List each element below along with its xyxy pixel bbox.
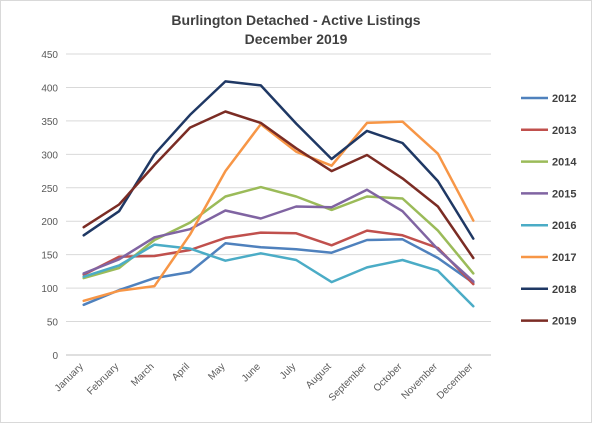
series-line-2019 bbox=[82, 110, 475, 260]
x-tick-label: February bbox=[85, 361, 121, 397]
legend-label-2016: 2016 bbox=[552, 220, 576, 232]
y-tick-label: 400 bbox=[41, 83, 58, 94]
x-tick-label: November bbox=[400, 361, 441, 402]
y-tick-label: 200 bbox=[41, 217, 58, 228]
legend-label-2017: 2017 bbox=[552, 252, 576, 264]
series-line-2012 bbox=[82, 238, 475, 307]
y-tick-label: 50 bbox=[47, 318, 59, 329]
x-tick-label: August bbox=[304, 361, 334, 391]
y-tick-label: 350 bbox=[41, 117, 58, 128]
y-tick-label: 150 bbox=[41, 251, 58, 262]
x-axis: January February March April May June July Augu… bbox=[53, 361, 476, 404]
series-line-2014 bbox=[82, 185, 475, 280]
legend: 2012 2013 2014 2015 2016 2017 2018 2019 bbox=[521, 93, 577, 328]
x-tick-label: May bbox=[206, 361, 227, 382]
x-tick-label: October bbox=[372, 361, 405, 394]
x-tick-label: September bbox=[327, 361, 370, 404]
y-axis: 0 50 100 150 200 250 300 350 400 450 bbox=[41, 50, 58, 362]
x-tick-label: April bbox=[170, 361, 192, 383]
series-line-2013 bbox=[82, 229, 475, 286]
x-tick-label: June bbox=[240, 361, 263, 384]
legend-label-2014: 2014 bbox=[552, 157, 577, 169]
x-tick-label: March bbox=[129, 361, 156, 388]
chart-subtitle: December 2019 bbox=[245, 31, 348, 47]
legend-label-2012: 2012 bbox=[552, 93, 576, 105]
legend-label-2019: 2019 bbox=[552, 316, 576, 328]
legend-label-2018: 2018 bbox=[552, 284, 576, 296]
series-line-2018 bbox=[82, 80, 475, 240]
legend-label-2015: 2015 bbox=[552, 188, 576, 200]
series-line-2017 bbox=[82, 120, 475, 303]
y-tick-label: 100 bbox=[41, 284, 58, 295]
x-tick-label: January bbox=[53, 361, 86, 394]
plot-area bbox=[82, 80, 475, 308]
x-tick-label: July bbox=[278, 361, 298, 381]
series-line-2015 bbox=[82, 188, 475, 283]
y-tick-label: 450 bbox=[41, 50, 58, 61]
gridlines bbox=[66, 53, 491, 356]
chart-title: Burlington Detached - Active Listings bbox=[171, 12, 420, 28]
x-tick-label: December bbox=[435, 361, 476, 402]
y-tick-label: 0 bbox=[52, 351, 58, 362]
legend-label-2013: 2013 bbox=[552, 125, 576, 137]
series-line-2016 bbox=[82, 243, 475, 308]
y-tick-label: 300 bbox=[41, 150, 58, 161]
y-tick-label: 250 bbox=[41, 184, 58, 195]
